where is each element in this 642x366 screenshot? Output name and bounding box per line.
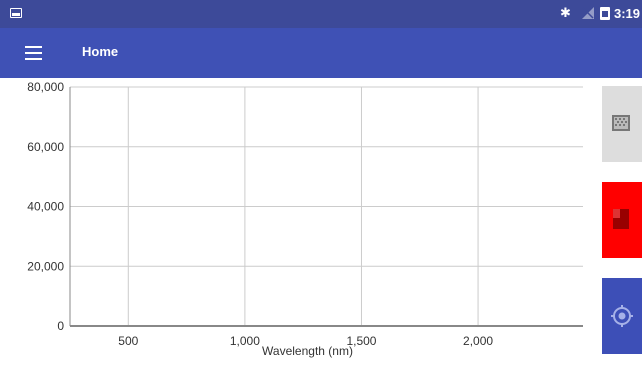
grid-icon [612, 115, 630, 131]
target-icon [611, 305, 633, 327]
document-button[interactable] [602, 182, 642, 258]
x-tick-label: 500 [118, 334, 138, 348]
document-icon [613, 209, 629, 229]
x-tick-label: 1,500 [346, 334, 376, 348]
app-bar: Home [0, 28, 642, 78]
status-time: 3:19 [614, 6, 641, 21]
y-tick-label: 20,000 [27, 259, 64, 273]
page-title: Home [82, 44, 119, 59]
x-tick-label: 1,000 [230, 334, 260, 348]
y-tick-label: 60,000 [27, 140, 64, 154]
hamburger-menu-icon[interactable] [22, 41, 46, 65]
y-tick-label: 80,000 [27, 80, 64, 94]
y-tick-label: 40,000 [27, 200, 64, 214]
no-signal-icon [582, 7, 594, 19]
y-tick-label: 0 [57, 319, 64, 333]
chart-plot: 0 20,000 40,000 60,000 80,000 500 1,000 1,500 2,… [27, 80, 583, 358]
x-axis-title: Wavelength (nm) [262, 344, 353, 358]
status-bar: ✱ 3:19 [0, 0, 642, 28]
target-button[interactable] [602, 278, 642, 354]
grid-button[interactable] [602, 86, 642, 162]
x-tick-label: 2,000 [463, 334, 493, 348]
battery-icon [600, 7, 610, 20]
bluetooth-icon: ✱ [560, 5, 571, 20]
screenshot-icon [10, 8, 22, 18]
spectrum-chart[interactable]: 0 20,000 40,000 60,000 80,000 500 1,000 1,500 2,… [0, 78, 600, 366]
